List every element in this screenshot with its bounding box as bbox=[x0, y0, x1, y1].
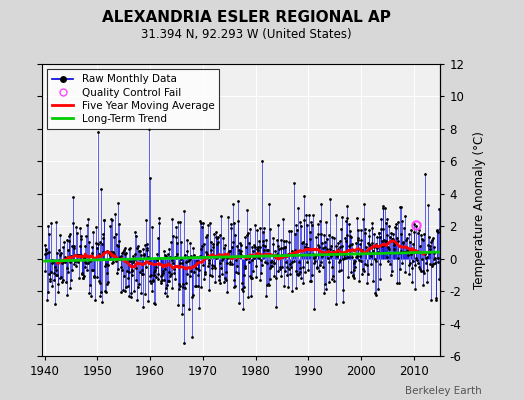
Legend: Raw Monthly Data, Quality Control Fail, Five Year Moving Average, Long-Term Tren: Raw Monthly Data, Quality Control Fail, … bbox=[47, 69, 220, 129]
Text: ALEXANDRIA ESLER REGIONAL AP: ALEXANDRIA ESLER REGIONAL AP bbox=[102, 10, 391, 25]
Y-axis label: Temperature Anomaly (°C): Temperature Anomaly (°C) bbox=[473, 131, 486, 289]
Text: 31.394 N, 92.293 W (United States): 31.394 N, 92.293 W (United States) bbox=[141, 28, 352, 41]
Text: Berkeley Earth: Berkeley Earth bbox=[406, 386, 482, 396]
